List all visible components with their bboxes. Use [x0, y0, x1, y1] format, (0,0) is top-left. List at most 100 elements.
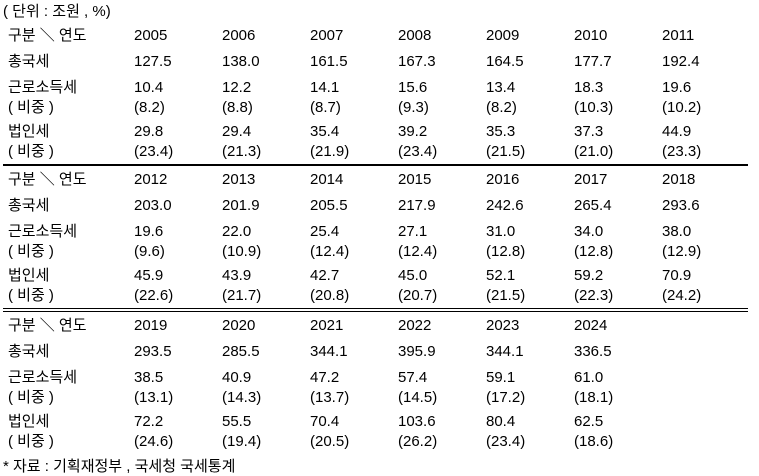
row-label-cell: ( 비중 ): [8, 433, 54, 450]
value-cell: 192.4: [662, 53, 700, 70]
year-header-cell: 2007: [310, 27, 344, 44]
value-cell: 57.4: [398, 369, 428, 386]
value-cell: 42.7: [310, 267, 340, 284]
year-header-cell: 2017: [574, 171, 608, 188]
value-cell: (12.9): [662, 243, 702, 260]
value-cell: (18.6): [574, 433, 614, 450]
value-cell: (8.2): [134, 99, 165, 116]
value-cell: 70.4: [310, 413, 340, 430]
row-label-cell: 총국세: [8, 197, 50, 214]
value-cell: 29.8: [134, 123, 164, 140]
table-header-row: 구분 ＼ 연도 2019 2020 2021 2022 2023 2024: [3, 316, 753, 336]
table-row: 근로소득세 10.4 12.2 14.1 15.6 13.4 18.3 19.6: [3, 78, 753, 98]
section-separator-single-rule: [3, 164, 748, 166]
value-cell: 61.0: [574, 369, 604, 386]
value-cell: (9.6): [134, 243, 165, 260]
value-cell: 31.0: [486, 223, 516, 240]
value-cell: (22.3): [574, 287, 614, 304]
year-header-cell: 2006: [222, 27, 256, 44]
value-cell: 27.1: [398, 223, 428, 240]
value-cell: (23.4): [134, 143, 174, 160]
value-cell: 47.2: [310, 369, 340, 386]
value-cell: 161.5: [310, 53, 348, 70]
year-header-cell: 2024: [574, 317, 608, 334]
value-cell: (26.2): [398, 433, 438, 450]
value-cell: 15.6: [398, 79, 428, 96]
year-header-cell: 2021: [310, 317, 344, 334]
year-header-cell: 2018: [662, 171, 696, 188]
value-cell: 293.6: [662, 197, 700, 214]
value-cell: 52.1: [486, 267, 516, 284]
value-cell: (10.2): [662, 99, 702, 116]
value-cell: 203.0: [134, 197, 172, 214]
value-cell: 395.9: [398, 343, 436, 360]
tax-statistics-table: 구분 ＼ 연도 2005 2006 2007 2008 2009 2010 2011 총국세 12…: [3, 26, 753, 452]
value-cell: 62.5: [574, 413, 604, 430]
value-cell: (12.8): [574, 243, 614, 260]
value-cell: 138.0: [222, 53, 260, 70]
value-cell: 164.5: [486, 53, 524, 70]
row-header-label: 구분 ＼ 연도: [8, 171, 87, 188]
table-row: 법인세 72.2 55.5 70.4 103.6 80.4 62.5: [3, 412, 753, 432]
table-row: 법인세 29.8 29.4 35.4 39.2 35.3 37.3 44.9: [3, 122, 753, 142]
value-cell: 10.4: [134, 79, 164, 96]
value-cell: 80.4: [486, 413, 516, 430]
row-label-cell: 법인세: [8, 123, 50, 140]
value-cell: 265.4: [574, 197, 612, 214]
value-cell: 344.1: [310, 343, 348, 360]
value-cell: 19.6: [134, 223, 164, 240]
value-cell: 12.2: [222, 79, 252, 96]
value-cell: (24.2): [662, 287, 702, 304]
value-cell: 35.3: [486, 123, 516, 140]
value-cell: 13.4: [486, 79, 516, 96]
value-cell: 43.9: [222, 267, 252, 284]
row-label-cell: ( 비중 ): [8, 99, 54, 116]
value-cell: (24.6): [134, 433, 174, 450]
table-row: ( 비중 ) (23.4) (21.3) (21.9) (23.4) (21.5) (21.…: [3, 142, 753, 162]
year-header-cell: 2010: [574, 27, 608, 44]
value-cell: 55.5: [222, 413, 252, 430]
row-label-cell: 법인세: [8, 267, 50, 284]
table-row: 근로소득세 38.5 40.9 47.2 57.4 59.1 61.0: [3, 368, 753, 388]
value-cell: (23.3): [662, 143, 702, 160]
value-cell: 201.9: [222, 197, 260, 214]
value-cell: 35.4: [310, 123, 340, 140]
row-label-cell: ( 비중 ): [8, 389, 54, 406]
value-cell: (8.8): [222, 99, 253, 116]
value-cell: (9.3): [398, 99, 429, 116]
row-label-cell: ( 비중 ): [8, 243, 54, 260]
value-cell: 344.1: [486, 343, 524, 360]
year-header-cell: 2023: [486, 317, 520, 334]
table-header-row: 구분 ＼ 연도 2005 2006 2007 2008 2009 2010 2011: [3, 26, 753, 46]
value-cell: (14.3): [222, 389, 262, 406]
value-cell: 37.3: [574, 123, 604, 140]
value-cell: 59.1: [486, 369, 516, 386]
table-row: 총국세 203.0 201.9 205.5 217.9 242.6 265.4 293.6: [3, 196, 753, 216]
value-cell: 39.2: [398, 123, 428, 140]
row-label-cell: ( 비중 ): [8, 143, 54, 160]
value-cell: (14.5): [398, 389, 438, 406]
year-header-cell: 2015: [398, 171, 432, 188]
value-cell: (21.9): [310, 143, 350, 160]
value-cell: (22.6): [134, 287, 174, 304]
row-label-cell: 총국세: [8, 343, 50, 360]
row-label-cell: 근로소득세: [8, 223, 78, 240]
table-row: ( 비중 ) (13.1) (14.3) (13.7) (14.5) (17.2) (18.…: [3, 388, 753, 408]
value-cell: (20.8): [310, 287, 350, 304]
value-cell: 103.6: [398, 413, 436, 430]
value-cell: 19.6: [662, 79, 692, 96]
value-cell: (21.5): [486, 287, 526, 304]
year-header-cell: 2012: [134, 171, 168, 188]
value-cell: (21.0): [574, 143, 614, 160]
table-row: ( 비중 ) (24.6) (19.4) (20.5) (26.2) (23.4) (18.…: [3, 432, 753, 452]
value-cell: 285.5: [222, 343, 260, 360]
year-header-cell: 2022: [398, 317, 432, 334]
year-header-cell: 2019: [134, 317, 168, 334]
year-header-cell: 2016: [486, 171, 520, 188]
value-cell: 59.2: [574, 267, 604, 284]
value-cell: 45.9: [134, 267, 164, 284]
year-header-cell: 2009: [486, 27, 520, 44]
value-cell: (10.9): [222, 243, 262, 260]
value-cell: 25.4: [310, 223, 340, 240]
